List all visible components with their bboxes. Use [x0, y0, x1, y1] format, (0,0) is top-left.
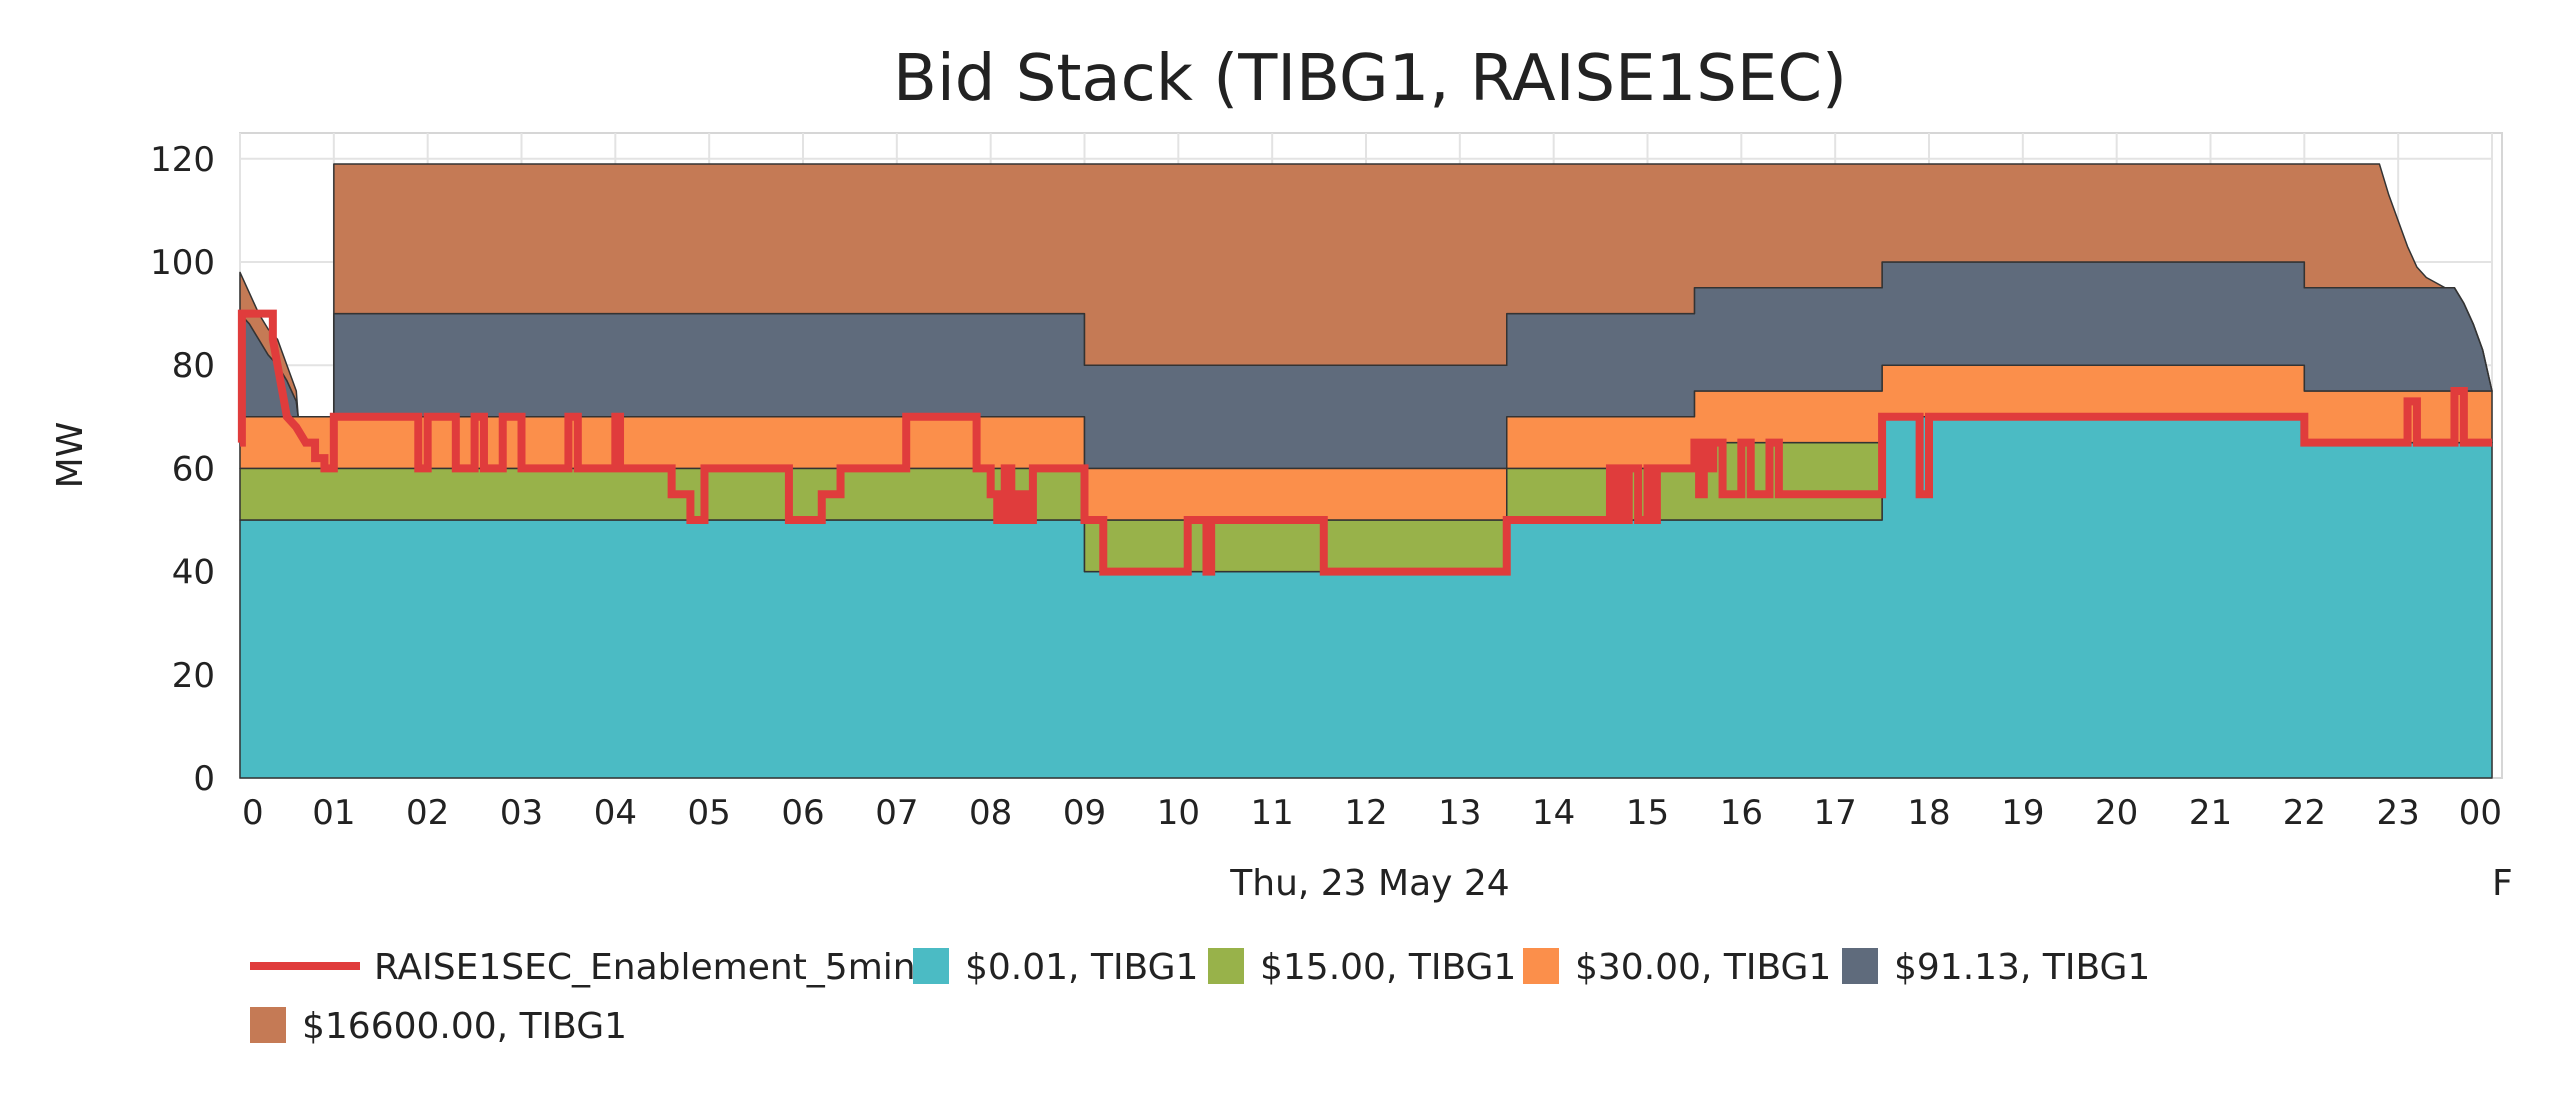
y-axis-label: MW: [50, 422, 91, 489]
x-tick-label: 10: [1157, 793, 1200, 833]
legend-label: $0.01, TIBG1: [965, 947, 1198, 988]
x-tick-label: 23: [2377, 793, 2420, 833]
y-tick-label: 40: [172, 553, 215, 593]
x-tick-label: 04: [594, 793, 637, 833]
legend-swatch: [1842, 948, 1878, 984]
x-tick-label: 12: [1344, 793, 1387, 833]
x-tick-label: 14: [1532, 793, 1575, 833]
x-tick-label: 22: [2283, 793, 2326, 833]
x-axis-ticks: 0 01 02 03 04 05 06 07 08 09 10 11 12 13 14 15 16 17 18 19 2…: [242, 793, 2502, 833]
x-tick-label: 21: [2189, 793, 2232, 833]
line-raise1sec-enablement: [237, 309, 2492, 576]
legend-item: $91.13, TIBG1: [1842, 947, 2150, 988]
legend-swatch: [250, 1007, 286, 1043]
legend-item: $15.00, TIBG1: [1208, 947, 1516, 988]
x-tick-label: 00: [2459, 793, 2502, 833]
line-series-group: [237, 309, 2492, 576]
y-tick-label: 80: [172, 346, 215, 386]
x-tick-label: 05: [688, 793, 731, 833]
x-tick-label: 09: [1063, 793, 1106, 833]
x-tick-label: 18: [1907, 793, 1950, 833]
area-16600-00-tibg1: [239, 163, 2493, 418]
legend-swatch: [1208, 948, 1244, 984]
x-axis-label: Thu, 23 May 24: [1229, 863, 1509, 904]
y-axis-ticks: 0 20 40 60 80 100 120: [150, 140, 215, 799]
legend-item: $30.00, TIBG1: [1523, 947, 1831, 988]
legend-label: $30.00, TIBG1: [1575, 947, 1831, 988]
x-tick-label: 13: [1438, 793, 1481, 833]
legend: RAISE1SEC_Enablement_5min $0.01, TIBG1 $15…: [250, 947, 2150, 1047]
y-tick-label: 120: [150, 140, 215, 180]
x-tick-label: 16: [1720, 793, 1763, 833]
legend-label: $15.00, TIBG1: [1260, 947, 1516, 988]
y-tick-label: 0: [193, 759, 215, 799]
x-tick-label: 07: [875, 793, 918, 833]
x-tick-label: 01: [312, 793, 355, 833]
x-tick-label: 17: [1814, 793, 1857, 833]
x-tick-label: 20: [2095, 793, 2138, 833]
y-tick-label: 20: [172, 656, 215, 696]
x-axis-edge-label: F: [2492, 863, 2513, 904]
x-tick-label: 11: [1251, 793, 1294, 833]
x-tick-label: 06: [781, 793, 824, 833]
legend-item: $0.01, TIBG1: [913, 947, 1198, 988]
legend-item: RAISE1SEC_Enablement_5min: [250, 947, 916, 988]
area-series-group: [239, 163, 2493, 779]
legend-label: RAISE1SEC_Enablement_5min: [374, 947, 916, 988]
x-tick-label: 08: [969, 793, 1012, 833]
x-tick-label: 02: [406, 793, 449, 833]
x-tick-label: 03: [500, 793, 543, 833]
legend-swatch: [913, 948, 949, 984]
chart-title: Bid Stack (TIBG1, RAISE1SEC): [893, 42, 1847, 116]
x-tick-label: 15: [1626, 793, 1669, 833]
legend-item: $16600.00, TIBG1: [250, 1006, 627, 1047]
y-tick-label: 60: [172, 449, 215, 489]
legend-label: $91.13, TIBG1: [1894, 947, 2150, 988]
y-tick-label: 100: [150, 243, 215, 283]
x-tick-label: 19: [2001, 793, 2044, 833]
legend-label: $16600.00, TIBG1: [302, 1006, 627, 1047]
legend-swatch: [1523, 948, 1559, 984]
x-tick-label: 0: [242, 793, 264, 833]
